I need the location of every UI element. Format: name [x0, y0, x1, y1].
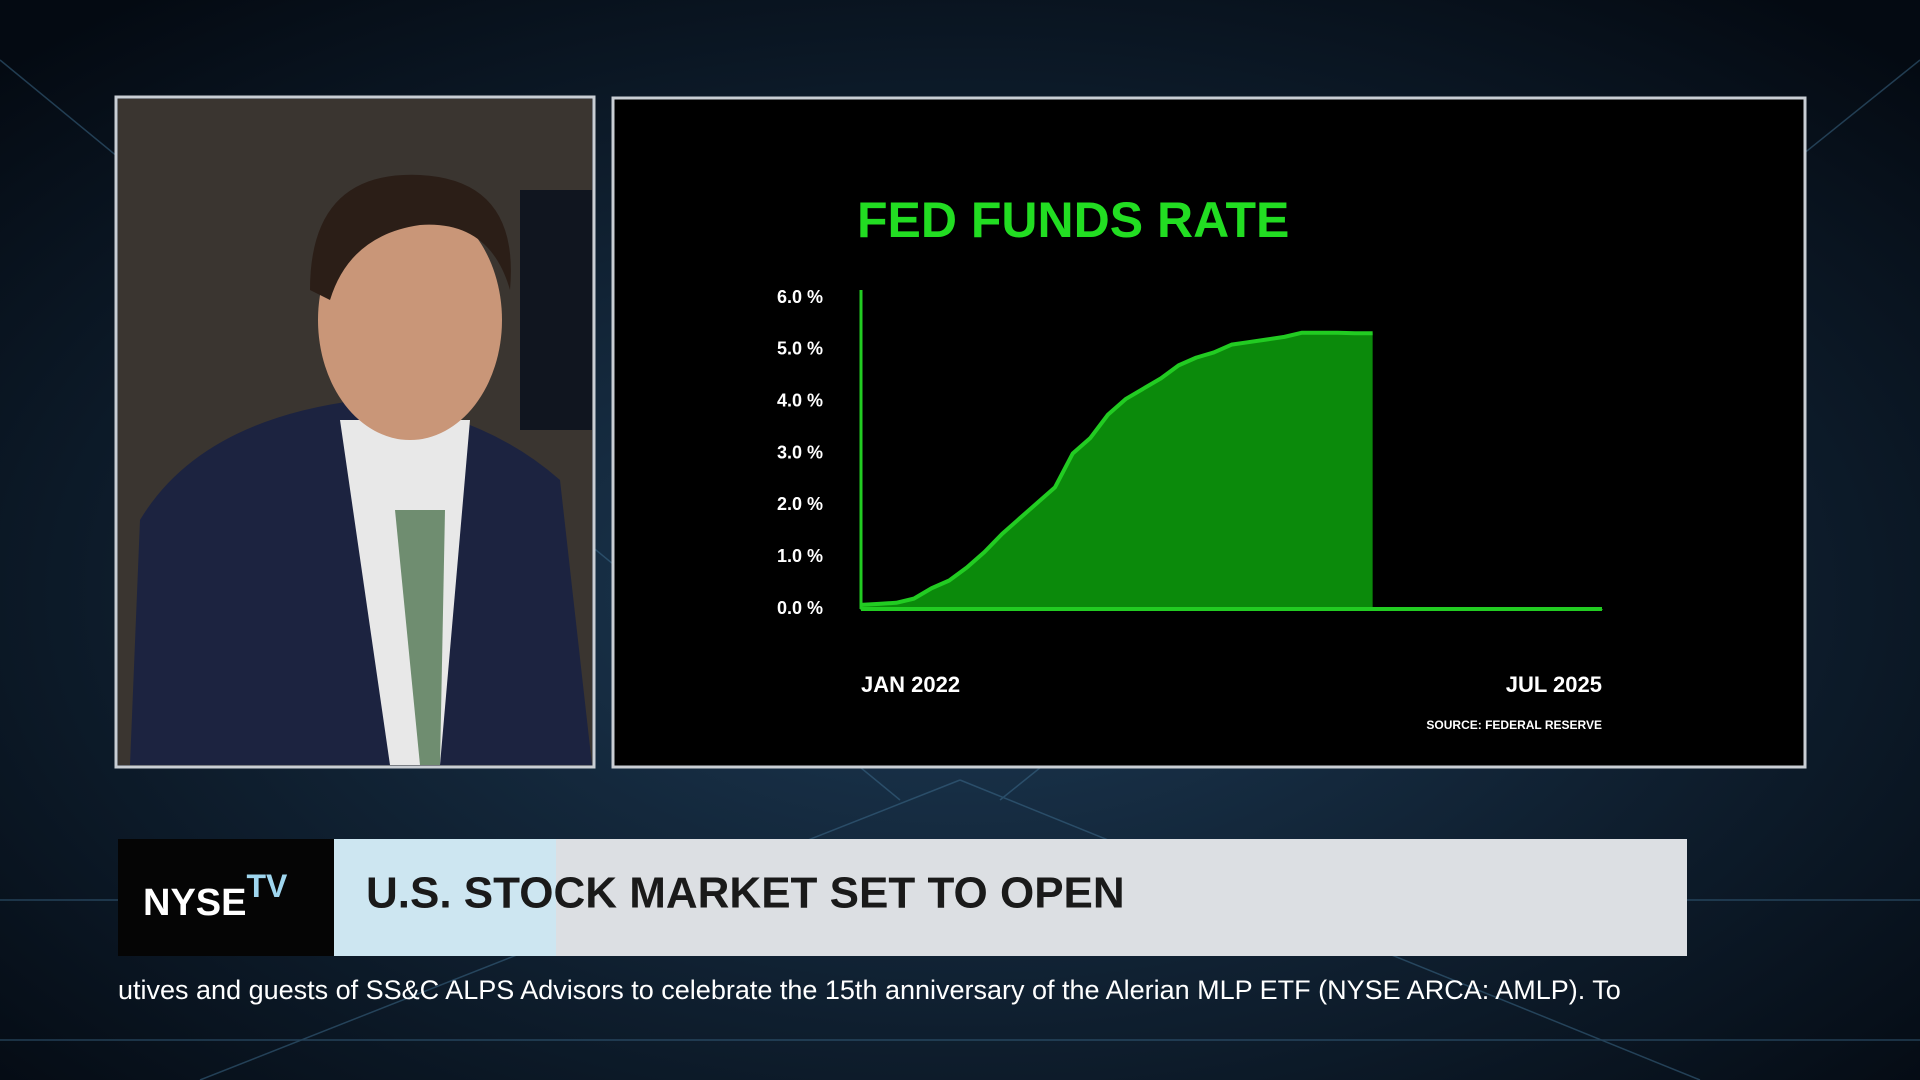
logo-sup: TV	[246, 868, 288, 904]
headline-bar	[334, 839, 1687, 956]
area	[861, 332, 1373, 609]
x-tick-label: JUL 2025	[1506, 672, 1602, 697]
x-tick-label: JAN 2022	[861, 672, 960, 697]
logo-box	[118, 839, 334, 956]
presenter	[118, 99, 592, 765]
y-tick-label: 5.0 %	[777, 339, 823, 359]
y-tick-label: 1.0 %	[777, 546, 823, 566]
logo: NYSETV	[143, 868, 288, 924]
headline-accent	[334, 839, 556, 956]
line	[860, 330, 1373, 607]
chart-title: FED FUNDS RATE	[857, 192, 1289, 248]
y-tick-label: 4.0 %	[777, 390, 823, 410]
y-tick-label: 2.0 %	[777, 494, 823, 514]
chart-source: SOURCE: FEDERAL RESERVE	[1426, 718, 1602, 732]
headline: U.S. STOCK MARKET SET TO OPEN	[366, 869, 1125, 918]
y-tick-label: 6.0 %	[777, 287, 823, 307]
logo-text: NYSE	[143, 882, 246, 924]
plot: 0.0 % 1.0 % 2.0 % 3.0 % 4.0 % 5.0 % 6.0 % JAN 2…	[777, 287, 1603, 697]
y-tick-label: 0.0 %	[777, 598, 823, 618]
y-tick-label: 3.0 %	[777, 442, 823, 462]
ticker-text: utives and guests of SS&C ALPS Advisors …	[118, 975, 1621, 1005]
